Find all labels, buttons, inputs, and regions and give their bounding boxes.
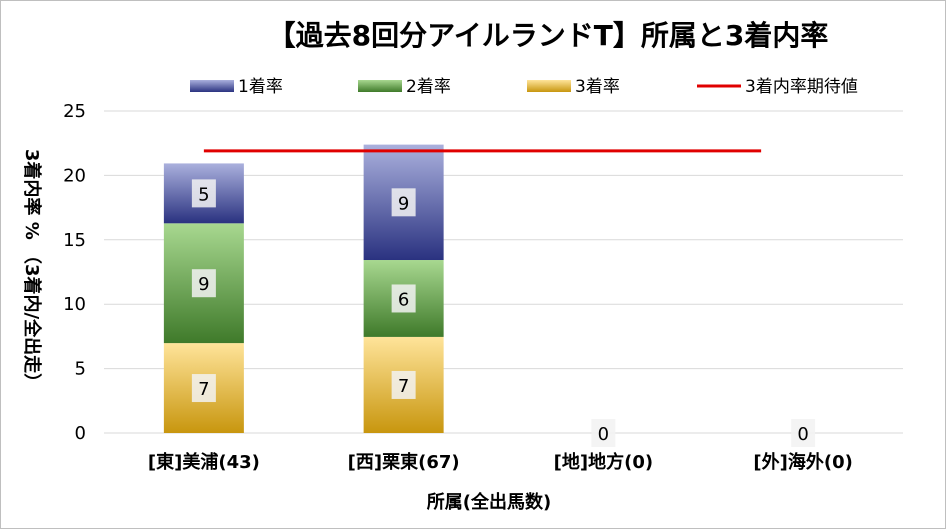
data-label: 7 — [391, 370, 416, 399]
data-label: 7 — [191, 374, 216, 403]
y-axis-ticks: 0 5 10 15 20 25 — [63, 101, 86, 444]
data-label: 0 — [791, 419, 816, 447]
data-label-box — [191, 179, 216, 208]
y-tick-label: 25 — [63, 101, 86, 122]
legend: 1着率 2着率 3着率 3着内率期待値 — [190, 77, 858, 97]
legend-label: 3着率 — [575, 77, 620, 97]
y-tick-label: 15 — [63, 230, 86, 251]
data-label-text: 9 — [398, 193, 409, 214]
data-label: 9 — [391, 188, 416, 217]
y-tick-label: 5 — [75, 359, 86, 380]
data-label-text: 6 — [398, 289, 409, 310]
chart-title: 【過去8回分アイルランドT】所属と3着内率 — [267, 19, 829, 52]
data-label-text: 7 — [398, 376, 409, 397]
legend-label: 3着内率期待値 — [745, 77, 858, 97]
y-tick-label: 10 — [63, 294, 86, 315]
data-label: 9 — [191, 269, 216, 298]
data-label-box — [391, 284, 416, 313]
data-label-text: 9 — [198, 274, 209, 295]
legend-label: 1着率 — [238, 77, 283, 97]
legend-item: 3着内率期待値 — [697, 77, 858, 97]
legend-swatch — [190, 80, 234, 92]
data-label-box — [791, 419, 816, 447]
x-axis-categories: [東]美浦(43) [西]栗東(67) [地]地方(0) [外]海外(0) — [148, 451, 853, 473]
y-tick-label: 0 — [75, 423, 86, 444]
data-label: 6 — [391, 284, 416, 313]
legend-swatch — [527, 80, 571, 92]
data-labels: 7 9 5 7 6 9 0 0 — [191, 179, 816, 447]
legend-label: 2着率 — [406, 77, 451, 97]
data-label: 5 — [191, 179, 216, 208]
y-axis-title: 3着内率 % （3着内/全出走） — [21, 149, 43, 391]
legend-item: 3着率 — [527, 77, 620, 97]
data-label-box — [591, 419, 616, 447]
data-label-box — [191, 374, 216, 403]
data-label-text: 5 — [198, 184, 209, 205]
data-label-text: 7 — [198, 379, 209, 400]
x-category-label: [西]栗東(67) — [348, 451, 460, 473]
y-tick-label: 20 — [63, 165, 86, 186]
legend-swatch — [358, 80, 402, 92]
data-label: 0 — [591, 419, 616, 447]
legend-item: 1着率 — [190, 77, 283, 97]
bars — [163, 144, 444, 433]
legend-item: 2着率 — [358, 77, 451, 97]
data-label-box — [391, 370, 416, 399]
x-category-label: [外]海外(0) — [753, 451, 852, 473]
data-label-text: 0 — [598, 424, 609, 445]
data-label-box — [391, 188, 416, 217]
x-axis-title: 所属(全出馬数) — [427, 491, 551, 513]
data-label-box — [191, 269, 216, 298]
data-label-text: 0 — [797, 424, 808, 445]
x-category-label: [地]地方(0) — [554, 451, 653, 473]
x-category-label: [東]美浦(43) — [148, 451, 260, 473]
